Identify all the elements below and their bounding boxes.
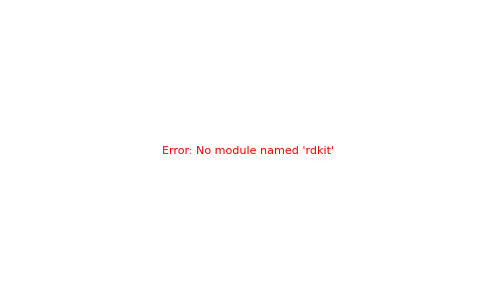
Text: Error: No module named 'rdkit': Error: No module named 'rdkit' <box>162 146 334 157</box>
